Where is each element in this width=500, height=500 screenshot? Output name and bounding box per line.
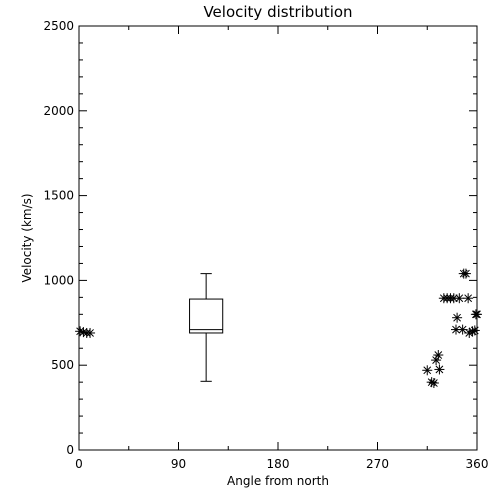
data-point <box>460 268 471 279</box>
plot-frame <box>78 25 478 451</box>
boxplot <box>189 273 224 382</box>
data-point <box>85 327 96 338</box>
data-point <box>452 312 463 323</box>
data-point <box>469 325 480 336</box>
x-axis-label: Angle from north <box>227 474 329 488</box>
x-tick-label: 0 <box>75 457 83 471</box>
data-point <box>422 365 433 376</box>
y-tick-label: 2500 <box>43 19 74 33</box>
y-tick-label: 0 <box>66 443 74 457</box>
x-axis-ticks: 0 90 180 270 360 <box>75 26 488 471</box>
y-tick-label: 2000 <box>43 104 74 118</box>
data-point <box>472 309 482 320</box>
chart-title: Velocity distribution <box>203 3 352 21</box>
box-iqr <box>189 298 224 334</box>
x-tick-label: 270 <box>366 457 389 471</box>
data-point <box>428 378 439 389</box>
y-axis-label: Velocity (km/s) <box>20 193 34 282</box>
data-point <box>448 293 459 304</box>
data-point <box>463 293 474 304</box>
x-tick-label: 90 <box>171 457 186 471</box>
y-tick-label: 1000 <box>43 273 74 287</box>
data-point <box>454 293 465 304</box>
data-point <box>434 364 445 375</box>
x-tick-label: 360 <box>466 457 489 471</box>
x-tick-label: 180 <box>267 457 290 471</box>
y-axis-ticks: 0 500 1000 1500 2000 2500 <box>43 19 477 457</box>
scatter-points <box>75 268 482 389</box>
data-point <box>433 350 444 361</box>
y-tick-label: 1500 <box>43 189 74 203</box>
y-tick-label: 500 <box>51 358 74 372</box>
